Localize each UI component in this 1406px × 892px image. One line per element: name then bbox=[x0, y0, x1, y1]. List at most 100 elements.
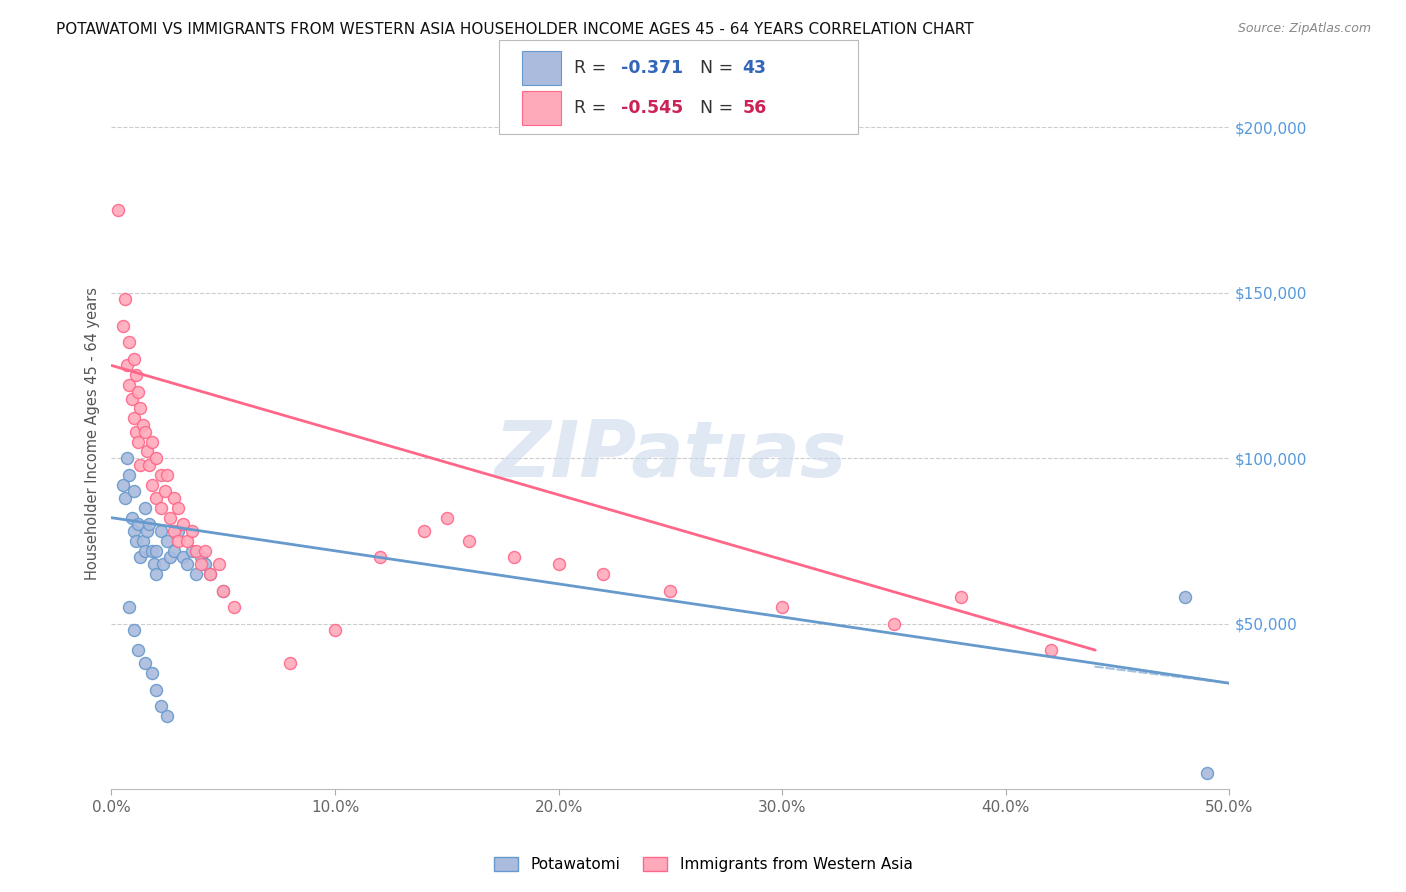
Point bbox=[149, 524, 172, 538]
Point bbox=[167, 500, 190, 515]
Point bbox=[1195, 765, 1218, 780]
Text: POTAWATOMI VS IMMIGRANTS FROM WESTERN ASIA HOUSEHOLDER INCOME AGES 45 - 64 YEARS: POTAWATOMI VS IMMIGRANTS FROM WESTERN AS… bbox=[56, 22, 974, 37]
Point bbox=[134, 425, 156, 439]
Point bbox=[180, 524, 202, 538]
Point bbox=[149, 500, 172, 515]
Point bbox=[224, 600, 246, 615]
Point bbox=[547, 557, 569, 571]
Point bbox=[127, 384, 149, 399]
Point bbox=[212, 583, 235, 598]
Point bbox=[138, 458, 160, 472]
Point bbox=[145, 566, 167, 581]
Text: 56: 56 bbox=[742, 99, 766, 117]
Point bbox=[129, 401, 152, 416]
Point bbox=[122, 411, 145, 425]
Point bbox=[172, 517, 194, 532]
Point bbox=[136, 524, 159, 538]
Point bbox=[194, 543, 217, 558]
Point bbox=[136, 444, 159, 458]
Y-axis label: Householder Income Ages 45 - 64 years: Householder Income Ages 45 - 64 years bbox=[86, 287, 100, 580]
Point bbox=[129, 458, 152, 472]
Point bbox=[118, 467, 141, 482]
Text: Source: ZipAtlas.com: Source: ZipAtlas.com bbox=[1237, 22, 1371, 36]
Point bbox=[114, 292, 136, 306]
Point bbox=[145, 451, 167, 466]
Text: 43: 43 bbox=[742, 60, 766, 78]
Point bbox=[368, 550, 391, 565]
Point bbox=[127, 643, 149, 657]
Point bbox=[138, 517, 160, 532]
Point bbox=[122, 484, 145, 499]
Point bbox=[132, 417, 155, 432]
Point bbox=[125, 533, 148, 548]
Point bbox=[176, 557, 198, 571]
Point bbox=[141, 543, 163, 558]
Point bbox=[149, 467, 172, 482]
Point bbox=[141, 434, 163, 449]
Point bbox=[323, 624, 346, 638]
Point bbox=[141, 477, 163, 491]
Text: N =: N = bbox=[689, 60, 738, 78]
Point bbox=[121, 510, 143, 524]
Point bbox=[125, 368, 148, 383]
Text: N =: N = bbox=[689, 99, 738, 117]
Point bbox=[159, 550, 181, 565]
Point bbox=[152, 557, 174, 571]
Point bbox=[659, 583, 682, 598]
Point bbox=[156, 709, 179, 723]
Point bbox=[172, 550, 194, 565]
Point bbox=[122, 351, 145, 366]
Point bbox=[125, 425, 148, 439]
Point bbox=[194, 557, 217, 571]
Point bbox=[159, 510, 181, 524]
Text: ZIPatıas: ZIPatıas bbox=[495, 417, 846, 492]
Point bbox=[163, 491, 186, 505]
Point bbox=[134, 500, 156, 515]
Point bbox=[132, 533, 155, 548]
Point bbox=[129, 550, 152, 565]
Point bbox=[167, 524, 190, 538]
Point bbox=[156, 467, 179, 482]
Point bbox=[145, 682, 167, 697]
Point bbox=[190, 557, 212, 571]
Point bbox=[458, 533, 481, 548]
Point bbox=[111, 477, 134, 491]
Point bbox=[1174, 590, 1197, 604]
Point bbox=[180, 543, 202, 558]
Point bbox=[208, 557, 231, 571]
Point bbox=[186, 543, 208, 558]
Point bbox=[212, 583, 235, 598]
Point bbox=[592, 566, 614, 581]
Point bbox=[118, 378, 141, 392]
Text: R =: R = bbox=[574, 60, 617, 78]
Point bbox=[156, 533, 179, 548]
Point bbox=[107, 202, 129, 217]
Point bbox=[115, 451, 138, 466]
Point bbox=[122, 524, 145, 538]
Point bbox=[198, 566, 221, 581]
Point bbox=[141, 666, 163, 681]
Text: R =: R = bbox=[574, 99, 617, 117]
Point bbox=[770, 600, 793, 615]
Point bbox=[190, 550, 212, 565]
Point bbox=[134, 543, 156, 558]
Point bbox=[163, 543, 186, 558]
Point bbox=[122, 624, 145, 638]
Point bbox=[149, 699, 172, 714]
Point bbox=[153, 484, 176, 499]
Point bbox=[163, 524, 186, 538]
Point bbox=[115, 359, 138, 373]
Point bbox=[142, 557, 165, 571]
Point bbox=[145, 543, 167, 558]
Point bbox=[111, 318, 134, 333]
Point bbox=[950, 590, 973, 604]
Point bbox=[118, 600, 141, 615]
Point bbox=[198, 566, 221, 581]
Point bbox=[114, 491, 136, 505]
Point bbox=[883, 616, 905, 631]
Point bbox=[127, 517, 149, 532]
Point bbox=[186, 566, 208, 581]
Point bbox=[436, 510, 458, 524]
Legend: Potawatomi, Immigrants from Western Asia: Potawatomi, Immigrants from Western Asia bbox=[486, 849, 920, 880]
Text: -0.545: -0.545 bbox=[621, 99, 683, 117]
